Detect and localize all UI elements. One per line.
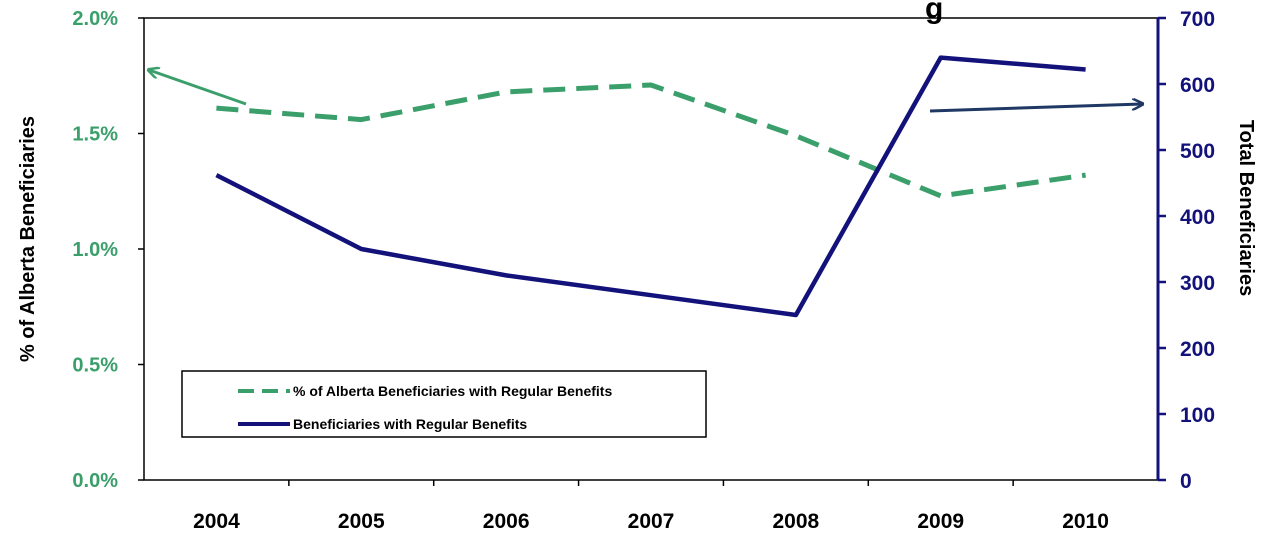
legend: % of Alberta Beneficiaries with Regular … <box>181 370 707 438</box>
right-tick-label: 700 <box>1180 8 1215 31</box>
x-tick-label: 2007 <box>628 510 675 533</box>
right-tick-label: 100 <box>1180 404 1215 427</box>
x-tick-label: 2005 <box>338 510 385 533</box>
x-tick-label: 2009 <box>917 510 964 533</box>
legend-label: Beneficiaries with Regular Benefits <box>293 416 527 432</box>
right-tick-label: 500 <box>1180 140 1215 163</box>
right-tick-label: 600 <box>1180 74 1215 97</box>
right-tick-label: 400 <box>1180 206 1215 229</box>
right-axis-title: Total Beneficiaries <box>1235 120 1257 296</box>
right-tick-label: 200 <box>1180 338 1215 361</box>
series-layer <box>215 55 1086 318</box>
x-tick-label: 2008 <box>772 510 819 533</box>
right-tick-label: 0 <box>1180 470 1192 493</box>
legend-box <box>181 370 707 438</box>
x-tick-label: 2010 <box>1062 510 1109 533</box>
right-tick-label: 300 <box>1180 272 1215 295</box>
left-tick-label: 0.5% <box>72 355 118 377</box>
left-tick-label: 2.0% <box>72 8 118 30</box>
right-axis-arrow <box>929 104 1142 113</box>
left-tick-label: 1.5% <box>72 124 118 146</box>
series-line-percent <box>216 82 1086 199</box>
chart-title: g <box>925 0 943 25</box>
x-tick-label: 2004 <box>193 510 240 533</box>
left-axis-title: % of Alberta Beneficiaries <box>17 116 39 362</box>
series-line-total <box>215 55 1086 318</box>
left-axis-arrow <box>149 70 247 106</box>
left-tick-label: 0.0% <box>72 470 118 492</box>
x-tick-label: 2006 <box>483 510 530 533</box>
left-tick-label: 1.0% <box>72 239 118 261</box>
axes-layer: g 2004 2005 2006 2007 2008 2009 2010 0.0% 0.5% 1.0… <box>17 0 1257 533</box>
annotation-layer <box>149 70 1142 113</box>
legend-label: % of Alberta Beneficiaries with Regular … <box>293 383 612 399</box>
